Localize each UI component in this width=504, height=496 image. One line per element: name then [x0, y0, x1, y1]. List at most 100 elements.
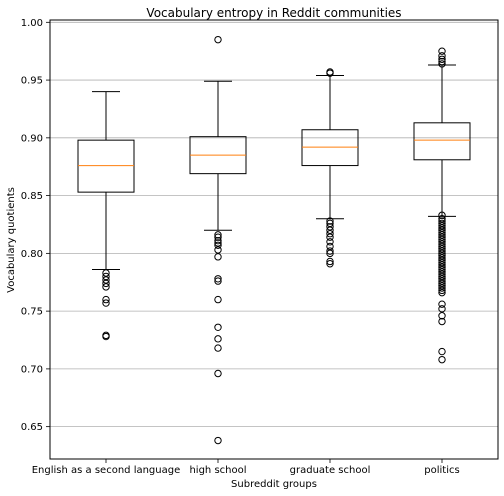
outlier-point — [438, 263, 446, 271]
outlier-point — [438, 312, 446, 320]
outlier-point — [214, 277, 222, 285]
outlier-point — [102, 332, 110, 341]
outlier-point — [326, 260, 334, 268]
y-axis-label: Vocabulary quotients — [6, 187, 17, 293]
outlier-point — [438, 256, 446, 264]
box-4 — [413, 47, 471, 364]
outlier-point — [326, 242, 334, 251]
outlier-point — [438, 47, 446, 55]
outlier-point — [326, 217, 334, 225]
outlier-point — [438, 275, 446, 283]
x-tick-label: politics — [424, 465, 459, 476]
outlier-point — [214, 236, 222, 245]
box-3 — [301, 68, 359, 268]
iqr-box — [413, 122, 471, 161]
outlier-point — [438, 57, 446, 66]
outlier-point — [214, 246, 222, 254]
outlier-point — [438, 286, 446, 295]
outlier-point — [214, 233, 222, 241]
iqr-box — [77, 139, 135, 193]
outlier-point — [214, 253, 222, 261]
outlier-point — [102, 279, 110, 288]
outlier-point — [326, 238, 334, 246]
outlier-point — [326, 69, 334, 77]
outlier-point — [326, 247, 334, 255]
outlier-point — [214, 369, 222, 378]
outlier-point — [326, 233, 334, 241]
outlier-point — [438, 228, 446, 237]
outlier-point — [438, 288, 446, 297]
outlier-point — [214, 275, 222, 283]
x-axis: English as a second language high school g… — [32, 459, 460, 476]
outlier-point — [102, 295, 110, 304]
outlier-point — [438, 268, 446, 276]
outlier-point — [438, 55, 446, 63]
outlier-point — [438, 235, 446, 244]
y-tick-label: 0.95 — [21, 76, 43, 87]
outlier-point — [438, 279, 446, 288]
outlier-point — [326, 219, 334, 228]
outlier-point — [438, 254, 446, 262]
x-tick-label: English as a second language — [32, 465, 181, 476]
y-tick-label: 0.70 — [21, 364, 43, 375]
outlier-point — [438, 355, 446, 364]
outlier-point — [438, 215, 446, 223]
outlier-point — [214, 241, 222, 249]
y-tick-label: 0.80 — [21, 249, 43, 260]
outlier-point — [102, 272, 110, 281]
outlier-point — [438, 251, 446, 260]
y-tick-label: 1.00 — [21, 18, 43, 29]
x-tick-label: high school — [189, 465, 246, 476]
outlier-point — [438, 219, 446, 228]
chart-title: Vocabulary entropy in Reddit communities — [146, 6, 401, 20]
box-series — [77, 35, 471, 445]
outlier-point — [438, 282, 446, 290]
outlier-point — [102, 299, 110, 307]
outlier-point — [326, 257, 334, 266]
y-tick-label: 0.85 — [21, 191, 43, 202]
outlier-point — [438, 52, 446, 60]
outlier-point — [438, 60, 446, 68]
outlier-point — [214, 239, 222, 247]
outlier-point — [326, 223, 334, 231]
box-2 — [189, 35, 247, 445]
outlier-point — [438, 242, 446, 251]
outlier-point — [438, 217, 446, 225]
y-tick-label: 0.65 — [21, 422, 43, 433]
outlier-point — [214, 231, 222, 239]
outlier-point — [438, 317, 446, 326]
outlier-point — [438, 231, 446, 239]
outlier-point — [102, 276, 110, 284]
outlier-point — [438, 277, 446, 285]
outlier-point — [438, 226, 446, 234]
outlier-point — [438, 347, 446, 356]
outlier-point — [438, 261, 446, 269]
outlier-point — [438, 245, 446, 253]
outlier-point — [438, 284, 446, 292]
outlier-point — [214, 35, 222, 44]
outlier-point — [438, 249, 446, 258]
outlier-point — [214, 335, 222, 343]
outlier-point — [438, 258, 446, 267]
outlier-point — [438, 224, 446, 232]
outlier-point — [438, 270, 446, 278]
x-tick-label: graduate school — [290, 465, 371, 476]
y-tick-label: 0.90 — [21, 133, 43, 144]
outlier-point — [102, 269, 110, 277]
outlier-point — [438, 247, 446, 255]
outlier-point — [214, 323, 222, 331]
outlier-point — [438, 305, 446, 313]
outlier-point — [326, 226, 334, 234]
x-axis-label: Subreddit groups — [231, 479, 317, 490]
outlier-point — [438, 240, 446, 248]
plot-frame — [49, 19, 499, 460]
outlier-point — [326, 249, 334, 258]
grid-lines — [50, 21, 498, 428]
outlier-point — [438, 238, 446, 246]
outlier-point — [102, 283, 110, 291]
outlier-point — [438, 233, 446, 241]
outlier-point — [326, 230, 334, 238]
y-axis: 0.65 0.70 0.75 0.80 0.85 0.90 0.95 1.00 — [21, 18, 50, 433]
outlier-point — [438, 221, 446, 230]
